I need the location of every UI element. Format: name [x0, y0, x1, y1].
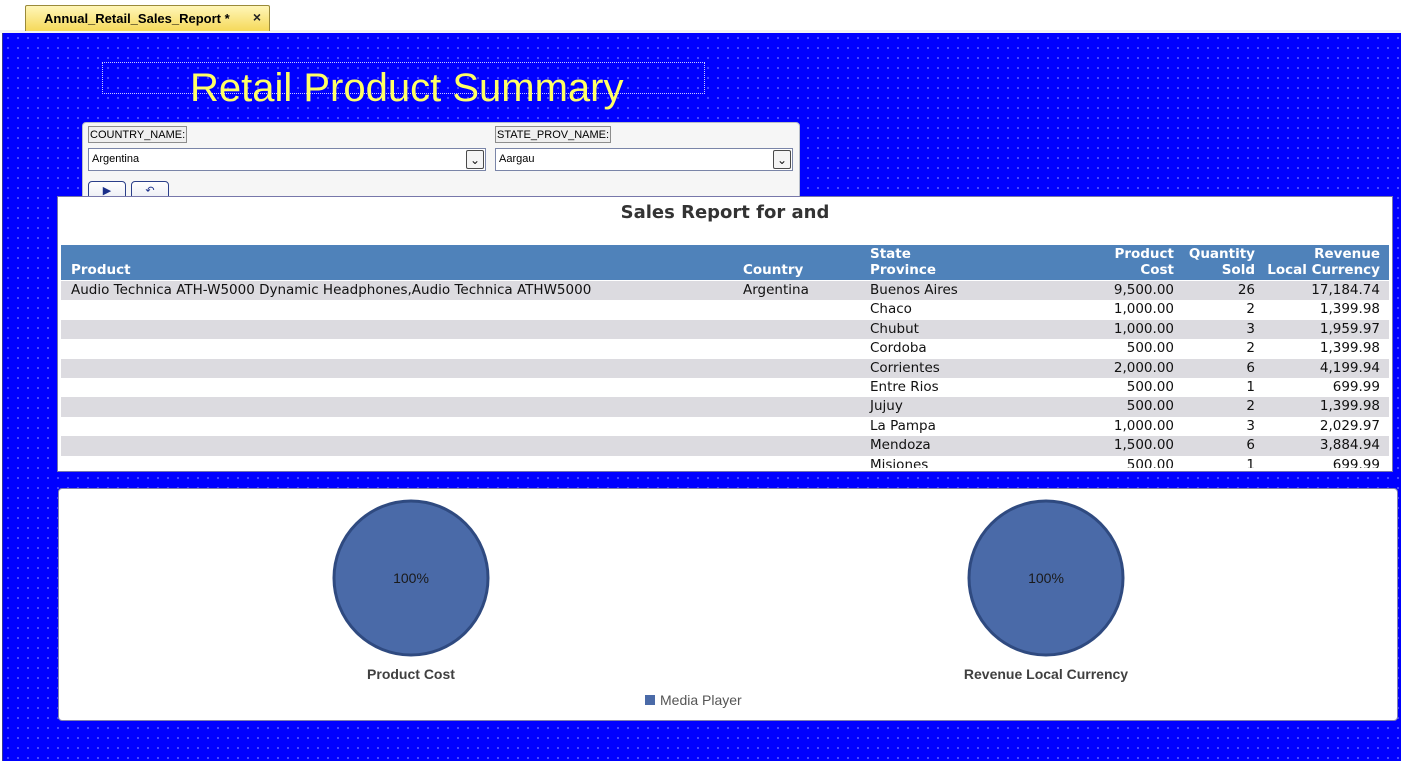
cell-state-province: Chaco [870, 301, 912, 318]
state-prov-name-value: Aargau [499, 153, 535, 165]
cell-revenue: 4,199.94 [1319, 359, 1380, 376]
tab-title: Annual_Retail_Sales_Report * [44, 11, 230, 26]
cell-product-cost: 500.00 [1126, 398, 1174, 415]
cell-state-province: Mendoza [870, 437, 931, 454]
table-row: Mendoza 1,500.00 6 3,884.94 [61, 436, 1389, 456]
chevron-down-icon[interactable]: ⌄ [773, 150, 791, 169]
cell-product-cost: 1,000.00 [1113, 320, 1174, 337]
cell-product-cost: 1,500.00 [1113, 437, 1174, 454]
column-header-product-cost: Product Cost [1114, 246, 1174, 278]
cell-state-province: La Pampa [870, 417, 936, 434]
cell-product-cost: 500.00 [1126, 340, 1174, 357]
table-row: Chaco 1,000.00 2 1,399.98 [61, 300, 1389, 320]
report-table-header: Product Country State Province Product Cos… [61, 245, 1389, 280]
pie-slice[interactable] [967, 499, 1125, 657]
pie-title: Revenue Local Currency [964, 666, 1128, 682]
cell-quantity-sold: 2 [1246, 301, 1255, 318]
cell-quantity-sold: 2 [1246, 398, 1255, 415]
page-title: Retail Product Summary [190, 66, 624, 110]
column-header-quantity-sold: Quantity Sold [1188, 246, 1255, 278]
cell-quantity-sold: 6 [1246, 437, 1255, 454]
country-name-value: Argentina [92, 153, 140, 165]
cell-product-cost: 500.00 [1126, 456, 1174, 471]
cell-revenue: 3,884.94 [1319, 437, 1380, 454]
cell-revenue: 699.99 [1332, 379, 1380, 395]
filter-panel: COUNTRY_NAME: Argentina ⌄ STATE_PROV_NAM… [82, 122, 800, 210]
cell-revenue: 17,184.74 [1311, 282, 1380, 298]
undo-icon: ↶ [145, 185, 155, 197]
pie-charts: 100% Product Cost 100% Revenue Local Curren… [332, 499, 1128, 708]
column-header-country: Country [743, 262, 804, 278]
table-row: La Pampa 1,000.00 3 2,029.97 [61, 416, 1389, 437]
cell-state-province: Cordoba [870, 340, 927, 357]
cell-country: Argentina [743, 282, 809, 298]
close-icon[interactable]: × [252, 9, 261, 25]
play-icon: ▶ [102, 185, 112, 197]
table-row: Corrientes 2,000.00 6 4,199.94 [61, 358, 1389, 379]
cell-quantity-sold: 2 [1246, 340, 1255, 357]
column-header-revenue: Revenue Local Currency [1267, 246, 1380, 278]
pie-data-label: 100% [1028, 570, 1064, 586]
sales-report-panel: Sales Report for and Product Country Sta… [57, 196, 1393, 472]
country-name-select[interactable]: Argentina ⌄ [88, 148, 486, 171]
title-frame [102, 62, 705, 94]
table-row: Chubut 1,000.00 3 1,959.97 [61, 319, 1389, 340]
cell-quantity-sold: 3 [1246, 417, 1255, 434]
pie-slice[interactable] [332, 499, 490, 657]
cell-product: Audio Technica ATH-W5000 Dynamic Headpho… [71, 282, 592, 298]
state-prov-name-label: STATE_PROV_NAME: [495, 126, 612, 143]
cell-product-cost: 500.00 [1126, 379, 1174, 395]
cell-quantity-sold: 1 [1246, 379, 1255, 395]
cell-revenue: 2,029.97 [1319, 417, 1380, 434]
cell-product-cost: 1,000.00 [1113, 417, 1174, 434]
legend-label: Media Player [660, 692, 742, 708]
cell-product-cost: 1,000.00 [1113, 301, 1174, 318]
chevron-down-icon[interactable]: ⌄ [466, 150, 484, 169]
cell-product-cost: 9,500.00 [1113, 282, 1174, 298]
cell-quantity-sold: 1 [1246, 456, 1255, 471]
tabstrip-border [0, 30, 1401, 33]
cell-quantity-sold: 6 [1246, 359, 1255, 376]
cell-revenue: 1,399.98 [1319, 301, 1380, 318]
cell-state-province: Jujuy [870, 398, 903, 415]
table-row: Entre Rios 500.00 1 699.99 [61, 378, 1389, 398]
pie-title: Product Cost [367, 666, 455, 682]
report-heading: Sales Report for and [620, 202, 830, 223]
column-header-state-province: State Province [870, 246, 937, 278]
cell-state-province: Corrientes [870, 359, 940, 376]
cell-revenue: 1,959.97 [1319, 320, 1380, 337]
tab-annual-retail-sales-report[interactable]: Annual_Retail_Sales_Report * × [25, 5, 270, 31]
country-name-label: COUNTRY_NAME: [88, 126, 188, 143]
table-row: Misiones 500.00 1 699.99 [61, 455, 1389, 471]
cell-state-province: Entre Rios [870, 379, 939, 395]
table-row: Audio Technica ATH-W5000 Dynamic Headpho… [61, 281, 1389, 301]
cell-product-cost: 2,000.00 [1113, 359, 1174, 376]
cell-revenue: 699.99 [1332, 456, 1380, 471]
cell-state-province: Chubut [870, 320, 919, 337]
cell-revenue: 1,399.98 [1319, 340, 1380, 357]
cell-quantity-sold: 3 [1246, 320, 1255, 337]
table-row: Jujuy 500.00 2 1,399.98 [61, 397, 1389, 417]
table-row: Cordoba 500.00 2 1,399.98 [61, 339, 1389, 359]
document-tabstrip: Annual_Retail_Sales_Report * × [0, 0, 1401, 33]
column-header-product: Product [71, 262, 131, 278]
legend-swatch [645, 695, 655, 705]
chart-panel: 100% Product Cost 100% Revenue Local Curren… [58, 488, 1398, 721]
cell-state-province: Misiones [870, 456, 929, 471]
cell-quantity-sold: 26 [1237, 282, 1255, 298]
cell-revenue: 1,399.98 [1319, 398, 1380, 415]
cell-state-province: Buenos Aires [870, 282, 958, 298]
pie-data-label: 100% [393, 570, 429, 586]
state-prov-name-select[interactable]: Aargau ⌄ [495, 148, 793, 171]
